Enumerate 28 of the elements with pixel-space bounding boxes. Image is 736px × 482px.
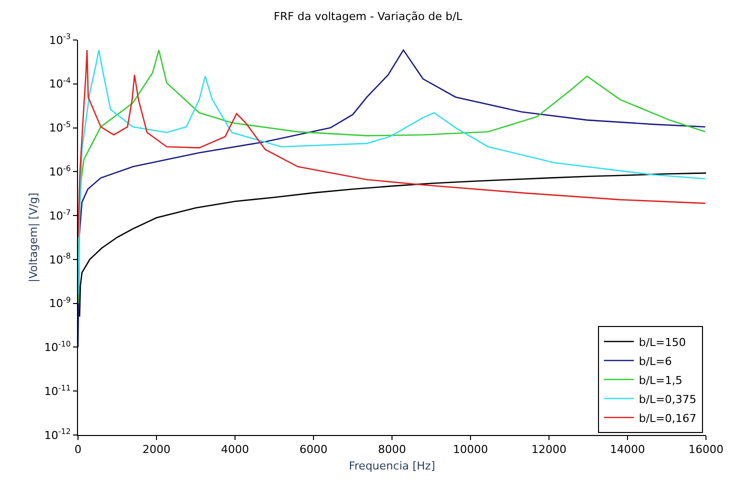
legend-label: b/L=150: [638, 336, 686, 349]
x-tick-label: 8000: [378, 443, 406, 456]
y-tick-label: 10$^{-10}$: [44, 339, 71, 354]
line-series: [78, 49, 706, 238]
legend-label: b/L=1,5: [638, 374, 682, 387]
legend-label: b/L=6: [638, 354, 672, 368]
legend-label: b/L=0,167: [638, 412, 696, 425]
y-tick-label: 10$^{-3}$: [49, 32, 71, 47]
x-tick-label: 14000: [610, 443, 645, 456]
y-axis-title: |Voltagem| [V/g]: [26, 192, 40, 282]
y-tick-label: 10$^{-5}$: [49, 120, 71, 135]
y-tick-label: 10$^{-6}$: [49, 164, 71, 179]
x-tick-label: 10000: [453, 443, 488, 456]
x-tick-label: 4000: [221, 443, 249, 456]
y-tick-label: 10$^{-12}$: [44, 427, 71, 442]
x-tick-label: 12000: [532, 443, 566, 456]
x-axis-title: Frequencia [Hz]: [348, 459, 436, 472]
y-tick-label: 10$^{-9}$: [49, 296, 71, 310]
y-tick-label: 10$^{-8}$: [49, 252, 71, 266]
legend-label: b/L=0,375: [638, 392, 696, 406]
x-tick-label: 16000: [688, 443, 724, 456]
chart-title: FRF da voltagem - Variação de b/L: [274, 10, 464, 23]
x-tick-label: 6000: [300, 443, 328, 456]
x-tick-label: 2000: [142, 443, 170, 456]
y-tick-label: 10$^{-7}$: [49, 208, 71, 222]
x-tick-label: 0: [74, 443, 82, 456]
y-tick-label: 10$^{-11}$: [44, 383, 71, 398]
y-tick-label: 10$^{-4}$: [49, 76, 71, 91]
